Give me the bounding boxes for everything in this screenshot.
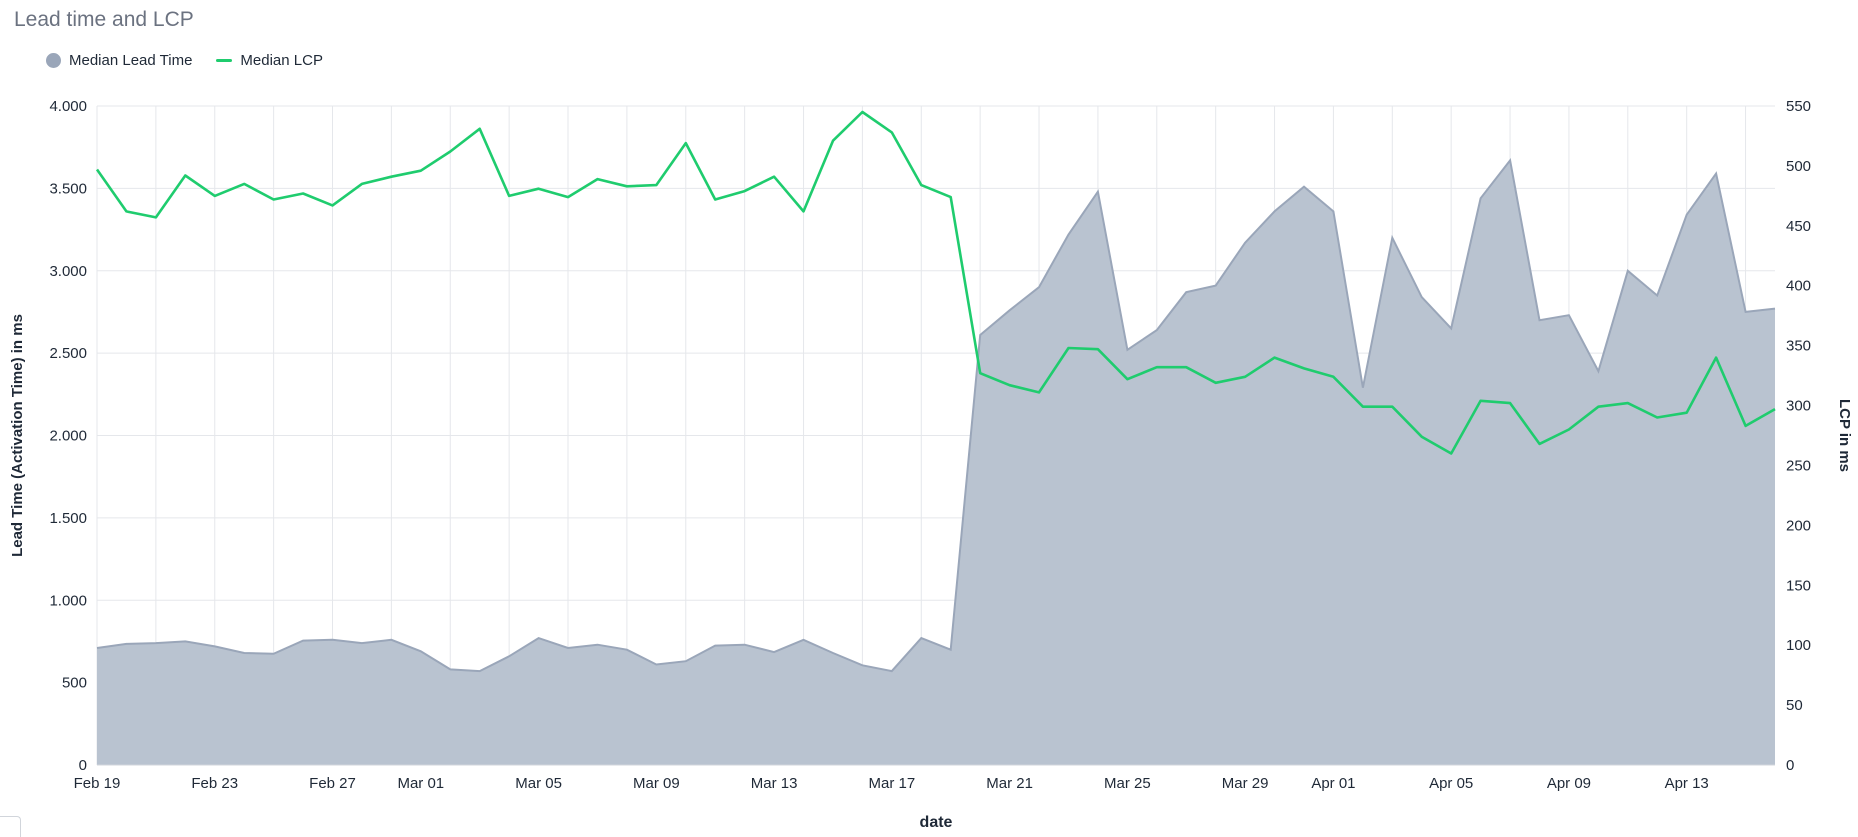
y-right-axis-title: LCP in ms bbox=[1836, 399, 1853, 472]
y-right-tick-label: 150 bbox=[1786, 577, 1811, 594]
y-right-tick-label: 300 bbox=[1786, 398, 1811, 415]
x-tick-label: Mar 21 bbox=[986, 775, 1033, 792]
x-tick-label: Feb 27 bbox=[309, 775, 356, 792]
x-tick-label: Mar 05 bbox=[515, 775, 562, 792]
x-tick-label: Mar 13 bbox=[751, 775, 798, 792]
x-tick-label: Mar 01 bbox=[397, 775, 444, 792]
y-left-tick-label: 500 bbox=[62, 675, 87, 692]
lead-time-area bbox=[97, 160, 1775, 765]
x-tick-label: Feb 19 bbox=[74, 775, 121, 792]
y-right-tick-label: 550 bbox=[1786, 98, 1811, 115]
resize-handle-icon[interactable] bbox=[0, 816, 21, 837]
y-left-tick-label: 3.000 bbox=[49, 263, 87, 280]
y-left-tick-label: 2.000 bbox=[49, 428, 87, 445]
x-tick-label: Mar 17 bbox=[868, 775, 915, 792]
x-tick-label: Mar 25 bbox=[1104, 775, 1151, 792]
legend-item-lcp[interactable]: Median LCP bbox=[216, 52, 323, 69]
y-left-axis-title: Lead Time (Activation Time) in ms bbox=[9, 314, 26, 557]
y-left-tick-label: 4.000 bbox=[49, 98, 87, 115]
y-left-tick-label: 2.500 bbox=[49, 345, 87, 362]
y-right-tick-label: 400 bbox=[1786, 278, 1811, 295]
y-right-tick-label: 50 bbox=[1786, 697, 1803, 714]
x-tick-label: Mar 09 bbox=[633, 775, 680, 792]
y-right-tick-label: 200 bbox=[1786, 517, 1811, 534]
lead-time-swatch-icon bbox=[46, 53, 61, 68]
legend-label-lcp: Median LCP bbox=[240, 52, 323, 69]
legend-item-lead-time[interactable]: Median Lead Time bbox=[46, 52, 192, 69]
x-tick-label: Mar 29 bbox=[1222, 775, 1269, 792]
y-left-tick-label: 1.000 bbox=[49, 592, 87, 609]
chart-title: Lead time and LCP bbox=[14, 8, 194, 31]
lcp-swatch-icon bbox=[216, 59, 233, 62]
x-tick-label: Apr 09 bbox=[1547, 775, 1591, 792]
y-left-tick-label: 1.500 bbox=[49, 510, 87, 527]
legend-label-lead-time: Median Lead Time bbox=[69, 52, 193, 69]
x-tick-label: Apr 13 bbox=[1665, 775, 1709, 792]
y-left-tick-label: 0 bbox=[79, 757, 87, 774]
x-axis-title: date bbox=[920, 814, 953, 831]
y-right-tick-label: 500 bbox=[1786, 158, 1811, 175]
x-tick-label: Apr 05 bbox=[1429, 775, 1473, 792]
y-left-tick-label: 3.500 bbox=[49, 180, 87, 197]
y-right-tick-label: 0 bbox=[1786, 757, 1794, 774]
y-right-tick-label: 450 bbox=[1786, 218, 1811, 235]
x-tick-label: Apr 01 bbox=[1311, 775, 1355, 792]
legend: Median Lead Time Median LCP bbox=[46, 52, 347, 69]
y-right-tick-label: 250 bbox=[1786, 457, 1811, 474]
lcp-line bbox=[95, 110, 1776, 455]
y-right-tick-label: 100 bbox=[1786, 637, 1811, 654]
y-right-tick-label: 350 bbox=[1786, 338, 1811, 355]
x-tick-label: Feb 23 bbox=[191, 775, 238, 792]
lead-time-line bbox=[96, 158, 1776, 673]
